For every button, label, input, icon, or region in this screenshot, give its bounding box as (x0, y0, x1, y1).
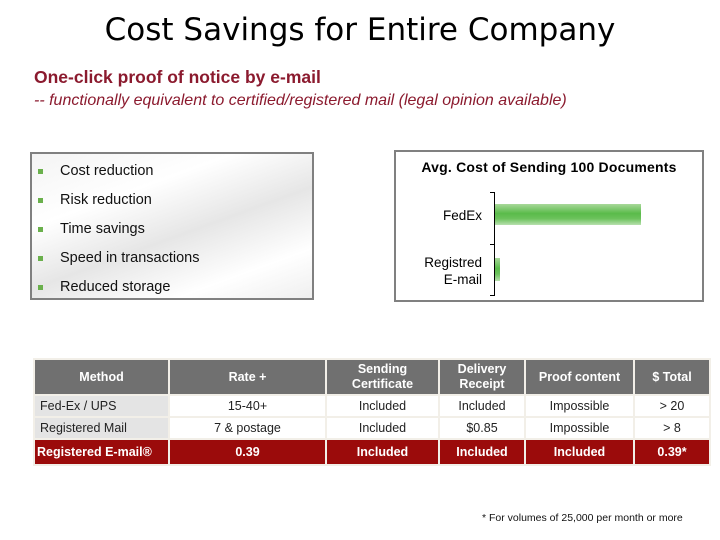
chart-category-label: Registred (424, 255, 482, 270)
table-row: Registered Mail 7 & postage Included $0.… (33, 416, 711, 440)
header-delivery-receipt: Delivery Receipt (438, 358, 526, 396)
footnote: * For volumes of 25,000 per month or mor… (482, 512, 683, 524)
benefit-item: Time savings (32, 221, 145, 237)
axis-tick (490, 192, 495, 193)
table-row: Fed-Ex / UPS 15-40+ Included Included Im… (33, 394, 711, 418)
bullet-square-icon (38, 226, 43, 232)
slide-subnote: -- functionally equivalent to certified/… (34, 92, 567, 109)
cost-chart: Avg. Cost of Sending 100 Documents FedEx… (394, 150, 704, 302)
benefit-item: Speed in transactions (32, 250, 199, 266)
benefit-item: Reduced storage (32, 279, 170, 295)
bullet-square-icon (38, 284, 43, 290)
header-rate: Rate + (168, 358, 327, 396)
table-header-row: Method Rate + Sending Certificate Deliver… (33, 358, 711, 396)
bullet-square-icon (38, 168, 43, 174)
slide-subtitle: One-click proof of notice by e-mail (34, 67, 321, 87)
chart-category-label: FedEx (442, 208, 482, 223)
benefit-item: Cost reduction (32, 163, 154, 179)
header-sending-certificate: Sending Certificate (325, 358, 440, 396)
chart-category-label: E-mail (443, 272, 482, 287)
axis-tick (490, 295, 495, 296)
chart-title: Avg. Cost of Sending 100 Documents (421, 159, 677, 175)
benefits-box: Cost reduction Risk reduction Time savin… (30, 152, 314, 300)
header-proof-content: Proof content (524, 358, 635, 396)
chart-bar-email (495, 258, 500, 281)
bullet-square-icon (38, 197, 43, 203)
table-row-highlight: Registered E-mail® 0.39 Included Include… (33, 438, 711, 466)
header-total: $ Total (633, 358, 711, 396)
header-method: Method (33, 358, 170, 396)
axis-tick (490, 244, 495, 245)
benefit-item: Risk reduction (32, 192, 152, 208)
slide-title: Cost Savings for Entire Company (104, 12, 616, 48)
bullet-square-icon (38, 255, 43, 261)
chart-bar-fedex (495, 204, 641, 225)
comparison-table: Method Rate + Sending Certificate Deliver… (33, 358, 711, 466)
